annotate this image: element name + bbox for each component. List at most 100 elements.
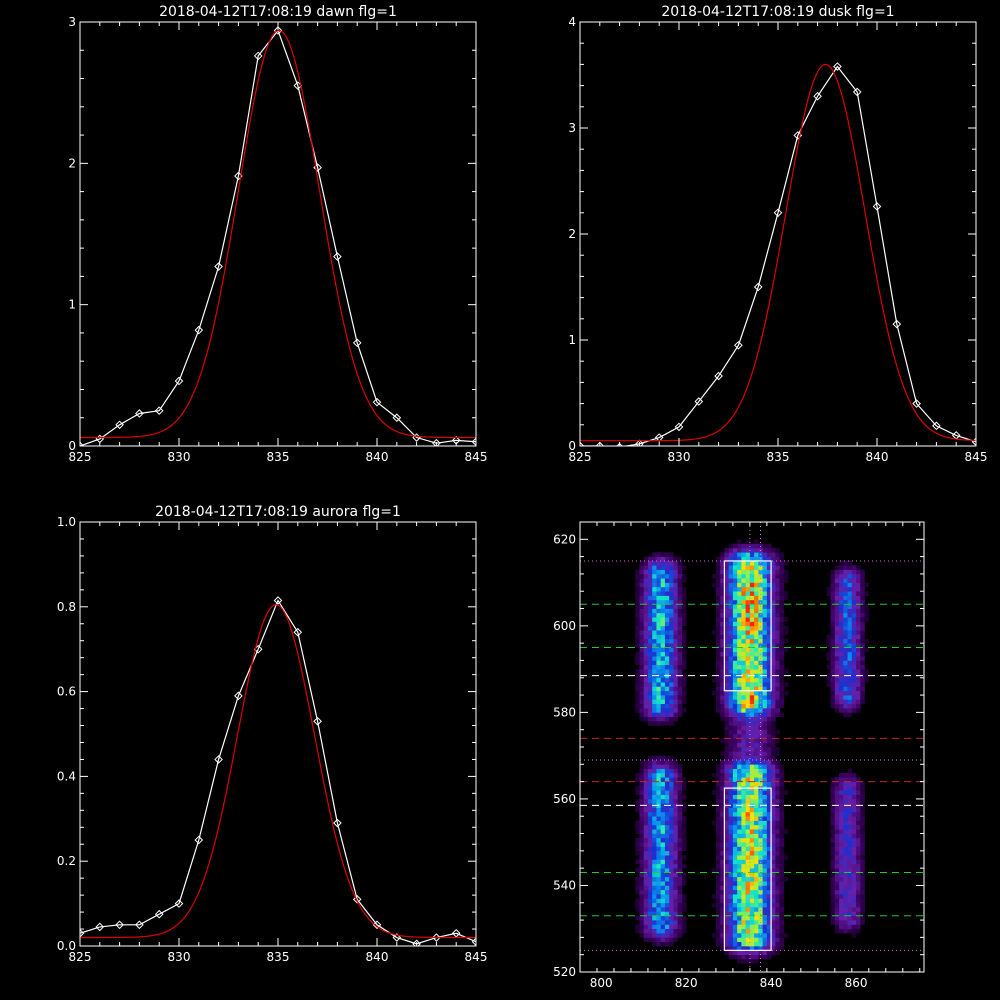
- data-point: [80, 928, 85, 938]
- heatmap-cell: [766, 677, 772, 683]
- heatmap-cell: [737, 638, 742, 644]
- heatmap-cell: [681, 591, 687, 596]
- heatmap-cell: [660, 647, 666, 653]
- heatmap-cell: [639, 933, 645, 938]
- heatmap-cell: [664, 811, 670, 817]
- heatmap-cell: [741, 729, 746, 735]
- data-point: [892, 319, 902, 329]
- heatmap-cell: [652, 881, 657, 886]
- heatmap-cell: [771, 582, 776, 588]
- heatmap-cell: [660, 712, 666, 718]
- heatmap-cell: [856, 617, 861, 622]
- heatmap-cell: [830, 868, 836, 873]
- heatmap-cell: [728, 599, 734, 605]
- heatmap-cell: [775, 794, 780, 800]
- heatmap-cell: [766, 820, 772, 826]
- heatmap-cell: [728, 565, 734, 570]
- heatmap-cell: [749, 695, 755, 700]
- x-tick-label: 830: [668, 450, 691, 464]
- heatmap-cell: [758, 682, 763, 687]
- heatmap-cell: [847, 837, 853, 843]
- heatmap-cell: [660, 924, 666, 930]
- heatmap-cell: [749, 933, 755, 938]
- heatmap-cell: [766, 578, 772, 583]
- heatmap-cell: [839, 915, 844, 921]
- heatmap-cell: [635, 682, 640, 687]
- heatmap-cell: [643, 872, 649, 878]
- heatmap-cell: [656, 824, 661, 830]
- heatmap-cell: [758, 738, 763, 743]
- heatmap-cell: [635, 695, 640, 700]
- heatmap-cell: [664, 928, 670, 934]
- heatmap-cell: [834, 617, 840, 622]
- heatmap-cell: [669, 582, 674, 588]
- heatmap-cell: [766, 595, 772, 601]
- heatmap-cell: [639, 768, 645, 774]
- heatmap-cell: [635, 820, 640, 826]
- heatmap-cell: [732, 911, 738, 917]
- heatmap-cell: [728, 898, 734, 904]
- heatmap-cell: [660, 902, 666, 908]
- heatmap-cell: [775, 764, 780, 769]
- heatmap-cell: [762, 911, 768, 917]
- heatmap-cell: [732, 721, 738, 726]
- heatmap-cell: [664, 552, 670, 557]
- heatmap-cell: [681, 816, 687, 821]
- heatmap-cell: [856, 920, 861, 925]
- heatmap-cell: [775, 842, 780, 847]
- heatmap-cell: [839, 660, 844, 666]
- heatmap-cell: [847, 565, 853, 570]
- y-tick-label: 1: [68, 298, 76, 312]
- heatmap-cell: [673, 703, 678, 709]
- heatmap-cell: [720, 790, 725, 795]
- data-point: [432, 933, 441, 942]
- heatmap-cell: [745, 578, 751, 583]
- heatmap-cell: [775, 643, 780, 648]
- heatmap-cell: [643, 889, 649, 895]
- heatmap-cell: [732, 855, 738, 860]
- heatmap-cell: [673, 586, 678, 592]
- heatmap-cell: [762, 915, 768, 921]
- heatmap-cell: [732, 915, 738, 921]
- heatmap-cell: [741, 543, 746, 549]
- heatmap-cell: [830, 785, 836, 791]
- heatmap-cell: [834, 915, 840, 921]
- heatmap-cell: [681, 842, 687, 847]
- heatmap-cell: [775, 695, 780, 700]
- heatmap-cell: [847, 863, 853, 869]
- heatmap-cell: [643, 781, 649, 787]
- heatmap-cell: [660, 664, 666, 670]
- heatmap-cell: [635, 902, 640, 908]
- heatmap-cell: [737, 599, 742, 605]
- heatmap-cell: [775, 677, 780, 683]
- heatmap-cell: [843, 794, 848, 800]
- heatmap-cell: [851, 911, 857, 917]
- heatmap-cell: [669, 772, 674, 778]
- heatmap-cell: [652, 855, 657, 860]
- heatmap-cell: [843, 816, 848, 821]
- heatmap-cell: [843, 638, 848, 644]
- heatmap-cell: [673, 790, 678, 795]
- heatmap-cell: [749, 954, 755, 960]
- heatmap-cell: [673, 708, 678, 713]
- heatmap-cell: [647, 599, 653, 605]
- heatmap-cell: [834, 872, 840, 878]
- heatmap-cell: [715, 816, 721, 821]
- heatmap-cell: [728, 651, 734, 657]
- heatmap-cell: [660, 898, 666, 904]
- data-point: [293, 627, 303, 637]
- heatmap-cell: [741, 777, 746, 782]
- heatmap-cell: [745, 712, 751, 718]
- heatmap-cell: [834, 708, 840, 713]
- heatmap-cell: [830, 573, 836, 579]
- heatmap-cell: [754, 573, 759, 579]
- heatmap-cell: [656, 686, 661, 692]
- heatmap-cell: [745, 755, 751, 761]
- heatmap-cell: [779, 595, 785, 601]
- heatmap-cell: [851, 565, 857, 570]
- heatmap-cell: [860, 664, 865, 670]
- heatmap-cell: [745, 599, 751, 605]
- heatmap-cell: [839, 829, 844, 834]
- heatmap-cell: [715, 669, 721, 674]
- heatmap-cell: [856, 794, 861, 800]
